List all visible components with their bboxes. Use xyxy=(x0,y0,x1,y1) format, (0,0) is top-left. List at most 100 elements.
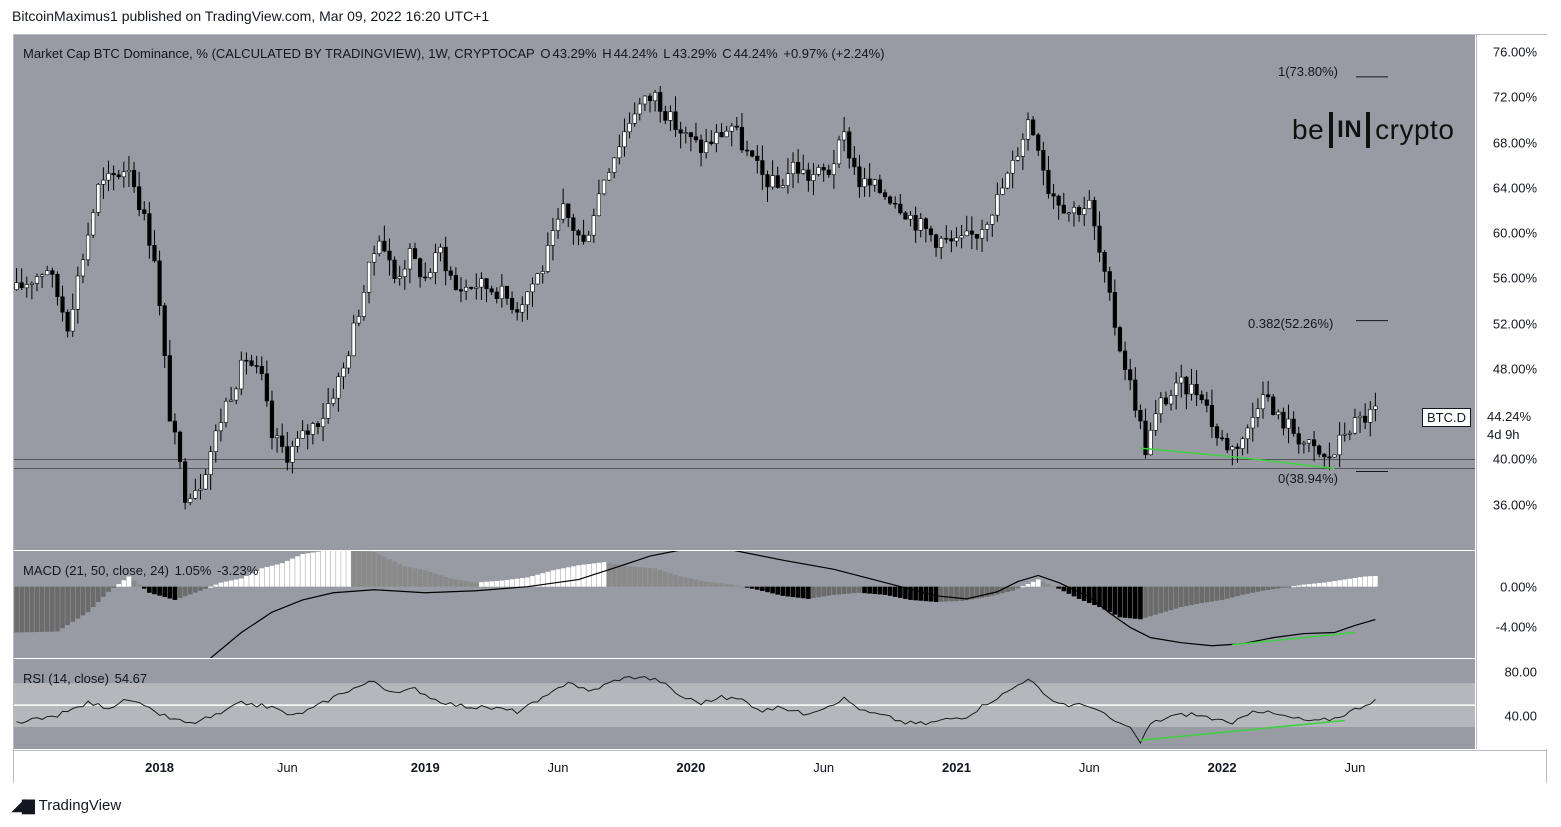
macd-histogram-bar xyxy=(279,563,285,587)
candle-body xyxy=(995,194,1000,216)
candle-body xyxy=(923,218,928,230)
macd-histogram-bar xyxy=(106,586,111,592)
candle-body xyxy=(14,282,19,290)
candle-body xyxy=(888,196,893,204)
macd-histogram-bar xyxy=(770,586,775,594)
macd-line[interactable] xyxy=(210,551,1376,658)
macd-histogram-bar xyxy=(565,567,571,587)
macd-histogram-bar xyxy=(300,554,305,587)
candle-body xyxy=(627,123,632,133)
candle-body xyxy=(591,215,596,236)
macd-histogram-bar xyxy=(826,586,832,596)
macd-histogram-bar xyxy=(913,586,918,601)
macd-histogram-bar xyxy=(698,580,704,587)
macd-histogram-bar xyxy=(831,586,837,595)
macd-histogram-bar xyxy=(964,586,970,601)
candle-body xyxy=(1010,160,1015,174)
candle-body xyxy=(683,132,688,134)
macd-histogram-bar xyxy=(642,567,648,587)
macd-histogram-bar xyxy=(55,586,60,632)
macd-histogram-bar xyxy=(545,571,551,587)
candle-body xyxy=(1235,446,1240,449)
macd-histogram-bar xyxy=(1158,586,1164,614)
candle-body xyxy=(499,285,504,300)
candle-body xyxy=(152,244,157,262)
candle-body xyxy=(366,261,372,293)
macd-histogram-bar xyxy=(1209,586,1215,602)
macd-histogram-bar xyxy=(862,586,867,594)
rsi-line[interactable] xyxy=(16,676,1376,745)
candle-body xyxy=(509,298,515,310)
macd-histogram-bar xyxy=(1051,586,1056,588)
macd-chart-svg[interactable] xyxy=(14,551,1475,658)
macd-histogram-bar xyxy=(1296,585,1302,587)
macd-histogram-bar xyxy=(1250,586,1256,593)
candle-body xyxy=(898,203,903,214)
candle-body xyxy=(724,130,729,138)
rsi-divergence-line[interactable] xyxy=(1140,719,1345,741)
main-price-pane[interactable] xyxy=(14,35,1475,550)
candle-body xyxy=(775,175,780,188)
macd-histogram-bar xyxy=(218,582,224,587)
rsi-chart-svg[interactable] xyxy=(14,659,1475,749)
candle-body xyxy=(45,270,50,276)
macd-histogram-bar xyxy=(1316,583,1322,587)
macd-histogram-bar xyxy=(474,582,479,587)
candle-body xyxy=(443,246,448,272)
candle-body xyxy=(842,131,847,141)
macd-histogram-bar xyxy=(1030,581,1036,587)
macd-histogram-bar xyxy=(1199,586,1204,603)
candle-body xyxy=(239,359,244,390)
macd-histogram-bar xyxy=(663,571,668,587)
macd-histogram-bar xyxy=(652,568,658,587)
candle-body xyxy=(607,172,612,181)
candle-body xyxy=(1245,427,1250,440)
rsi-pane[interactable] xyxy=(14,659,1475,749)
pane-separator[interactable] xyxy=(14,658,1546,659)
macd-histogram-bar xyxy=(371,552,377,587)
candle-body xyxy=(540,271,545,274)
macd-divergence-line[interactable] xyxy=(1232,631,1356,646)
candle-body xyxy=(1036,134,1041,151)
candle-body xyxy=(831,163,836,175)
candle-body xyxy=(949,238,954,242)
macd-histogram-bar xyxy=(719,583,724,587)
tradingview-footer-text: TradingView xyxy=(38,796,122,814)
candle-body xyxy=(1337,434,1342,456)
tradingview-footer[interactable]: ◢▆ TradingView xyxy=(12,795,121,815)
macd-histogram-bar xyxy=(1097,586,1102,608)
macd-histogram-bar xyxy=(1362,576,1368,587)
macd-histogram-bar xyxy=(1357,577,1363,587)
macd-histogram-bar xyxy=(376,554,382,587)
candle-body xyxy=(852,157,857,168)
pane-separator[interactable] xyxy=(14,550,1546,551)
macd-histogram-bar xyxy=(1010,586,1015,591)
candle-body xyxy=(1015,156,1020,161)
macd-histogram-bar xyxy=(734,585,740,587)
candle-body xyxy=(351,322,356,357)
candle-body xyxy=(326,403,331,419)
macd-histogram-bar xyxy=(1189,586,1194,606)
macd-histogram-bar xyxy=(708,582,714,587)
macd-histogram-bar xyxy=(627,566,632,587)
candle-body xyxy=(581,234,586,242)
candle-body xyxy=(1097,225,1102,253)
candle-body xyxy=(412,248,418,259)
candle-body xyxy=(586,234,591,242)
macd-histogram-bar xyxy=(1230,586,1235,598)
candle-body xyxy=(760,160,765,175)
macd-histogram-bar xyxy=(596,562,602,587)
candle-body xyxy=(770,175,775,188)
macd-histogram-bar xyxy=(581,564,586,587)
macd-pane[interactable] xyxy=(14,551,1475,658)
candle-body xyxy=(785,173,791,186)
price-axis[interactable]: 76.00% 72.00% 68.00% 64.00% 60.00% 56.00% 52.0… xyxy=(1476,35,1547,749)
macd-histogram-bar xyxy=(382,556,387,587)
time-axis[interactable]: 2018 Jun 2019 Jun 2020 Jun 2021 Jun 2022 Jun xyxy=(14,750,1546,783)
candle-body xyxy=(1301,442,1306,445)
bullish-divergence-line[interactable] xyxy=(1140,447,1335,470)
price-chart-svg[interactable] xyxy=(14,35,1475,550)
last-price-tag: 44.24% 4d 9h xyxy=(1478,408,1544,444)
candle-body xyxy=(673,111,678,131)
candle-body xyxy=(632,113,637,124)
